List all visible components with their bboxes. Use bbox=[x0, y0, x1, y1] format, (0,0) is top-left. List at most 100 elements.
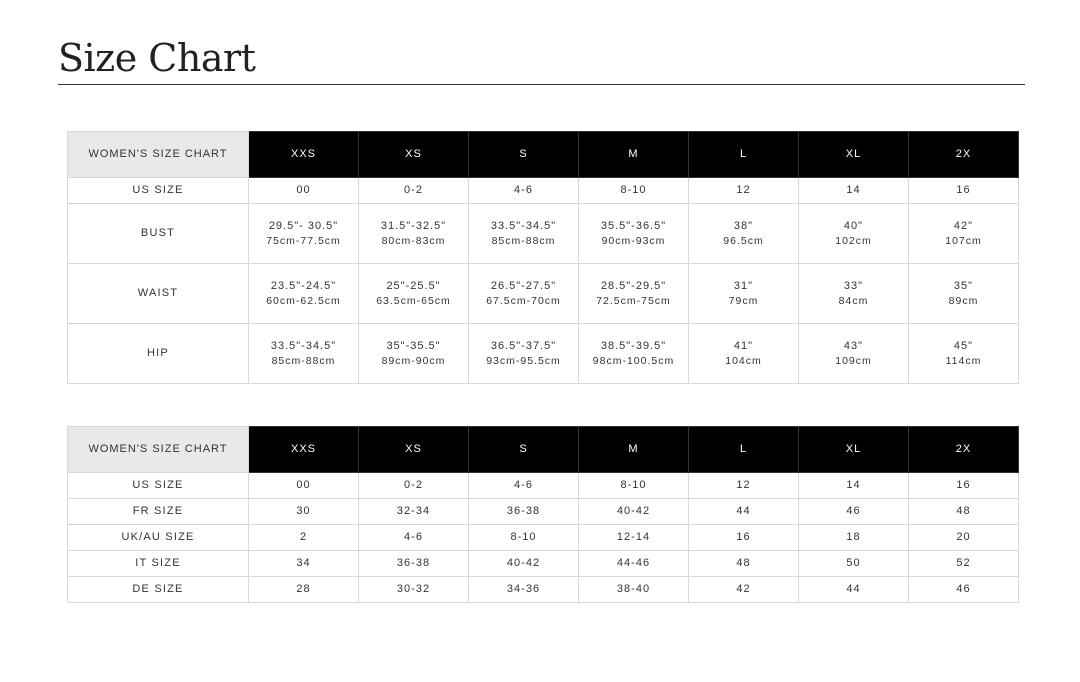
cm-value: 72.5cm-75cm bbox=[596, 294, 671, 307]
cell: 33" 84cm bbox=[798, 263, 909, 324]
cell: 32-34 bbox=[358, 498, 469, 525]
cell: 44-46 bbox=[578, 550, 689, 577]
cell: 38" 96.5cm bbox=[688, 203, 799, 264]
size-header: S bbox=[468, 426, 579, 473]
cell: 16 bbox=[908, 472, 1019, 499]
inches-value: 26.5"-27.5" bbox=[490, 279, 557, 292]
cm-value: 114cm bbox=[945, 354, 982, 367]
cell: 12-14 bbox=[578, 524, 689, 551]
cell: 8-10 bbox=[578, 472, 689, 499]
cell: 33.5"-34.5" 85cm-88cm bbox=[248, 323, 359, 384]
cell: 18 bbox=[798, 524, 909, 551]
cell: 25"-25.5" 63.5cm-65cm bbox=[358, 263, 469, 324]
cm-value: 85cm-88cm bbox=[491, 234, 556, 247]
inches-value: 35.5"-36.5" bbox=[600, 219, 667, 232]
cell: 16 bbox=[688, 524, 799, 551]
size-header: 2X bbox=[908, 426, 1019, 473]
cell: 36-38 bbox=[358, 550, 469, 577]
cell: 38.5"-39.5" 98cm-100.5cm bbox=[578, 323, 689, 384]
row-label: BUST bbox=[67, 203, 249, 264]
size-header: 2X bbox=[908, 131, 1019, 178]
row-label: DE SIZE bbox=[67, 576, 249, 603]
inches-value: 33.5"-34.5" bbox=[490, 219, 557, 232]
cell: 45" 114cm bbox=[908, 323, 1019, 384]
table-row: WAIST 23.5"-24.5" 60cm-62.5cm 25"-25.5" 63.5… bbox=[67, 263, 1019, 324]
cm-value: 89cm-90cm bbox=[381, 354, 446, 367]
cm-value: 96.5cm bbox=[723, 234, 764, 247]
cell: 48 bbox=[688, 550, 799, 577]
cell: 36-38 bbox=[468, 498, 579, 525]
cell: 38-40 bbox=[578, 576, 689, 603]
cm-value: 79cm bbox=[728, 294, 759, 307]
row-label: IT SIZE bbox=[67, 550, 249, 577]
cm-value: 89cm bbox=[948, 294, 979, 307]
cm-value: 93cm-95.5cm bbox=[486, 354, 561, 367]
cell: 8-10 bbox=[468, 524, 579, 551]
measurements-table: WOMEN'S SIZE CHART XXS XS S M L XL 2X US SIZE 00 0… bbox=[67, 131, 1019, 384]
size-header: XS bbox=[358, 426, 469, 473]
corner-label: WOMEN'S SIZE CHART bbox=[67, 426, 249, 473]
cell: 26.5"-27.5" 67.5cm-70cm bbox=[468, 263, 579, 324]
cell: 0-2 bbox=[358, 177, 469, 204]
size-header: M bbox=[578, 131, 689, 178]
cell: 44 bbox=[688, 498, 799, 525]
cm-value: 85cm-88cm bbox=[271, 354, 336, 367]
inches-value: 28.5"-29.5" bbox=[600, 279, 667, 292]
cell: 41" 104cm bbox=[688, 323, 799, 384]
row-label: WAIST bbox=[67, 263, 249, 324]
table-row: US SIZE 00 0-2 4-6 8-10 12 14 16 bbox=[67, 177, 1019, 204]
size-header: S bbox=[468, 131, 579, 178]
cell: 46 bbox=[908, 576, 1019, 603]
cell: 14 bbox=[798, 177, 909, 204]
cm-value: 84cm bbox=[838, 294, 869, 307]
table-row: BUST 29.5"- 30.5" 75cm-77.5cm 31.5"-32.5" 80… bbox=[67, 203, 1019, 264]
title-divider bbox=[58, 84, 1025, 85]
cell: 35.5"-36.5" 90cm-93cm bbox=[578, 203, 689, 264]
row-label: FR SIZE bbox=[67, 498, 249, 525]
cell: 42 bbox=[688, 576, 799, 603]
inches-value: 45" bbox=[953, 339, 974, 352]
cell: 0-2 bbox=[358, 472, 469, 499]
cm-value: 109cm bbox=[835, 354, 872, 367]
table-row: UK/AU SIZE 2 4-6 8-10 12-14 16 18 20 bbox=[67, 524, 1019, 551]
cell: 00 bbox=[248, 472, 359, 499]
size-header: XL bbox=[798, 131, 909, 178]
cm-value: 98cm-100.5cm bbox=[592, 354, 675, 367]
inches-value: 38.5"-39.5" bbox=[600, 339, 667, 352]
size-header: XXS bbox=[248, 131, 359, 178]
cell: 48 bbox=[908, 498, 1019, 525]
cell: 43" 109cm bbox=[798, 323, 909, 384]
table-row: FR SIZE 30 32-34 36-38 40-42 44 46 48 bbox=[67, 498, 1019, 525]
cell: 34-36 bbox=[468, 576, 579, 603]
row-label: HIP bbox=[67, 323, 249, 384]
table-row: HIP 33.5"-34.5" 85cm-88cm 35"-35.5" 89cm-90c… bbox=[67, 323, 1019, 384]
cm-value: 107cm bbox=[945, 234, 982, 247]
inches-value: 38" bbox=[733, 219, 754, 232]
cell: 44 bbox=[798, 576, 909, 603]
cell: 00 bbox=[248, 177, 359, 204]
size-header: L bbox=[688, 426, 799, 473]
size-header: M bbox=[578, 426, 689, 473]
size-header: L bbox=[688, 131, 799, 178]
size-header: XXS bbox=[248, 426, 359, 473]
inches-value: 31.5"-32.5" bbox=[380, 219, 447, 232]
cell: 40-42 bbox=[578, 498, 689, 525]
cell: 46 bbox=[798, 498, 909, 525]
cell: 31.5"-32.5" 80cm-83cm bbox=[358, 203, 469, 264]
cell: 30-32 bbox=[358, 576, 469, 603]
cell: 4-6 bbox=[358, 524, 469, 551]
cell: 50 bbox=[798, 550, 909, 577]
cell: 28.5"-29.5" 72.5cm-75cm bbox=[578, 263, 689, 324]
cell: 34 bbox=[248, 550, 359, 577]
size-header: XL bbox=[798, 426, 909, 473]
inches-value: 42" bbox=[953, 219, 974, 232]
cell: 20 bbox=[908, 524, 1019, 551]
inches-value: 29.5"- 30.5" bbox=[268, 219, 339, 232]
cell: 29.5"- 30.5" 75cm-77.5cm bbox=[248, 203, 359, 264]
cell: 23.5"-24.5" 60cm-62.5cm bbox=[248, 263, 359, 324]
cell: 4-6 bbox=[468, 472, 579, 499]
cm-value: 102cm bbox=[835, 234, 872, 247]
cell: 40" 102cm bbox=[798, 203, 909, 264]
header-row: WOMEN'S SIZE CHART XXS XS S M L XL 2X bbox=[67, 426, 1019, 473]
size-conversion-table: WOMEN'S SIZE CHART XXS XS S M L XL 2X US SIZE 00 0… bbox=[67, 426, 1019, 603]
